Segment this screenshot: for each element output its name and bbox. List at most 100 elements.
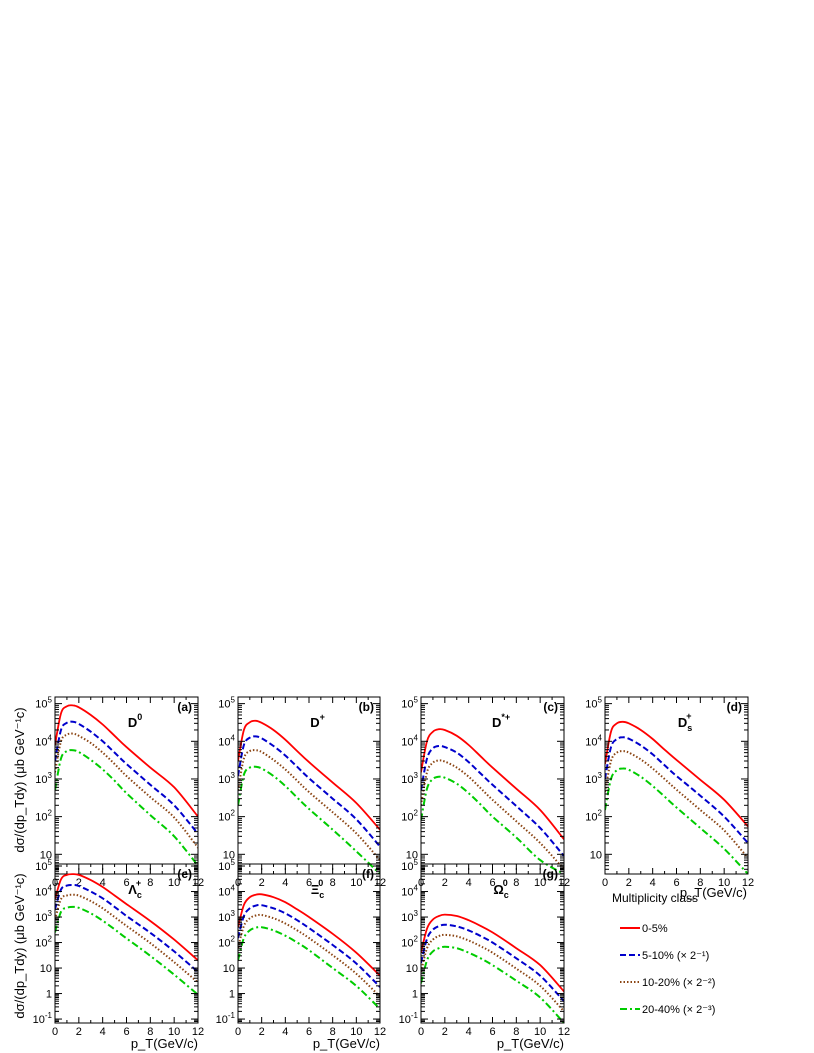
y-tick-label: 10	[223, 963, 235, 975]
y-tick-label: 102	[35, 809, 52, 824]
y-tick-label: 10-1	[216, 1011, 236, 1026]
x-tick-label: 6	[123, 1026, 129, 1038]
y-tick-label: 105	[35, 696, 52, 711]
x-tick-label: 10	[534, 877, 546, 889]
panel-frame	[604, 696, 749, 875]
particle-label: Ξc0	[311, 878, 324, 900]
legend: Multiplicity class 0-5% 5-10% (× 2⁻¹) 10-2…	[612, 891, 715, 1016]
x-tick-label: 6	[673, 877, 679, 889]
series-line-5-10pct	[238, 735, 380, 848]
y-tick-label: 1	[46, 989, 52, 1001]
series-line-0-5pct	[55, 873, 198, 962]
series-line-5-10pct	[55, 883, 198, 973]
x-tick-label: 6	[489, 877, 495, 889]
x-tick-label: 4	[466, 877, 472, 889]
x-tick-label: 8	[513, 1026, 519, 1038]
series-line-10-20pct	[605, 750, 748, 859]
x-tick-label: 10	[534, 1026, 546, 1038]
legend-label: 20-40% (× 2⁻³)	[642, 1004, 715, 1016]
particle-label: D+	[310, 712, 325, 730]
x-tick-label: 0	[235, 1026, 241, 1038]
panel-letter: (e)	[177, 867, 192, 881]
x-tick-label: 12	[374, 1026, 386, 1038]
y-tick-label: 103	[218, 909, 235, 924]
y-tick-label: 10	[406, 849, 418, 861]
x-tick-label: 2	[76, 1026, 82, 1038]
y-tick-label: 104	[35, 733, 52, 748]
y-tick-label: 105	[401, 696, 418, 711]
y-tick-label: 103	[401, 909, 418, 924]
series-line-0-5pct	[55, 704, 198, 818]
panel-d: 0 2 4 6 8 10 12 10 102 103 104 105 (d) Ds+	[585, 696, 754, 889]
series-line-0-5pct	[605, 720, 748, 828]
x-tick-label: 6	[123, 877, 129, 889]
y-tick-label: 105	[218, 858, 235, 873]
x-tick-label: 6	[306, 877, 312, 889]
y-tick-label: 103	[218, 771, 235, 786]
x-tick-label: 0	[52, 1026, 58, 1038]
series-line-20-40pct	[421, 945, 564, 1023]
x-tick-label: 8	[147, 877, 153, 889]
series-line-0-5pct	[238, 893, 380, 977]
panel-letter: (a)	[177, 700, 192, 714]
y-tick-label: 102	[35, 935, 52, 950]
panel-letter: (d)	[727, 700, 742, 714]
y-tick-label: 10-1	[33, 1011, 53, 1026]
x-tick-label: 10	[718, 877, 730, 889]
y-tick-label: 104	[35, 884, 52, 899]
y-tick-label: 105	[401, 858, 418, 873]
y-tick-label: 104	[218, 733, 235, 748]
x-axis-label-d: p_T(GeV/c)	[680, 885, 747, 900]
legend-entries: 0-5% 5-10% (× 2⁻¹) 10-20% (× 2⁻²) 20-40% (×…	[620, 923, 715, 1016]
x-tick-label: 4	[100, 877, 106, 889]
series-line-10-20pct	[421, 933, 564, 1013]
x-tick-label: 6	[306, 1026, 312, 1038]
y-tick-label: 103	[401, 771, 418, 786]
y-tick-label: 102	[401, 935, 418, 950]
x-tick-label: 4	[282, 1026, 288, 1038]
y-tick-label: 103	[585, 771, 602, 786]
y-tick-label: 1	[229, 989, 235, 1001]
series-line-20-40pct	[55, 905, 198, 996]
legend-label: 10-20% (× 2⁻²)	[642, 977, 715, 989]
panel-frame	[237, 696, 381, 875]
particle-label: D0	[128, 712, 142, 730]
x-tick-label: 12	[192, 1026, 204, 1038]
particle-label: D*+	[492, 712, 510, 730]
legend-label: 5-10% (× 2⁻¹)	[642, 950, 709, 962]
y-tick-label: 103	[35, 771, 52, 786]
series-line-5-10pct	[55, 720, 198, 835]
series-line-20-40pct	[238, 765, 380, 874]
series-line-20-40pct	[421, 775, 564, 874]
x-tick-label: 8	[697, 877, 703, 889]
x-tick-label: 0	[602, 877, 608, 889]
y-tick-label: 10-1	[399, 1011, 419, 1026]
y-axis-label-bottom: dσ/(dp_Tdy) (μb GeV⁻¹c)	[12, 873, 27, 1018]
x-tick-label: 2	[259, 1026, 265, 1038]
x-tick-label: 2	[76, 877, 82, 889]
x-axis-label-f: p_T(GeV/c)	[313, 1036, 380, 1051]
y-tick-label: 104	[585, 733, 602, 748]
y-tick-label: 102	[218, 935, 235, 950]
y-tick-label: 10	[223, 849, 235, 861]
y-tick-label: 104	[401, 884, 418, 899]
x-tick-label: 8	[330, 1026, 336, 1038]
y-tick-label: 10	[40, 849, 52, 861]
x-tick-label: 4	[466, 1026, 472, 1038]
panel-letter: (g)	[543, 867, 558, 881]
panel-letter: (f)	[362, 867, 374, 881]
y-tick-label: 105	[35, 858, 52, 873]
series-line-5-10pct	[421, 744, 564, 857]
x-tick-label: 2	[259, 877, 265, 889]
x-tick-label: 8	[513, 877, 519, 889]
x-tick-label: 2	[442, 877, 448, 889]
panel-letter: (b)	[359, 700, 374, 714]
x-tick-label: 10	[168, 877, 180, 889]
x-tick-label: 8	[147, 1026, 153, 1038]
legend-title: Multiplicity class	[612, 891, 698, 905]
x-tick-label: 0	[418, 1026, 424, 1038]
